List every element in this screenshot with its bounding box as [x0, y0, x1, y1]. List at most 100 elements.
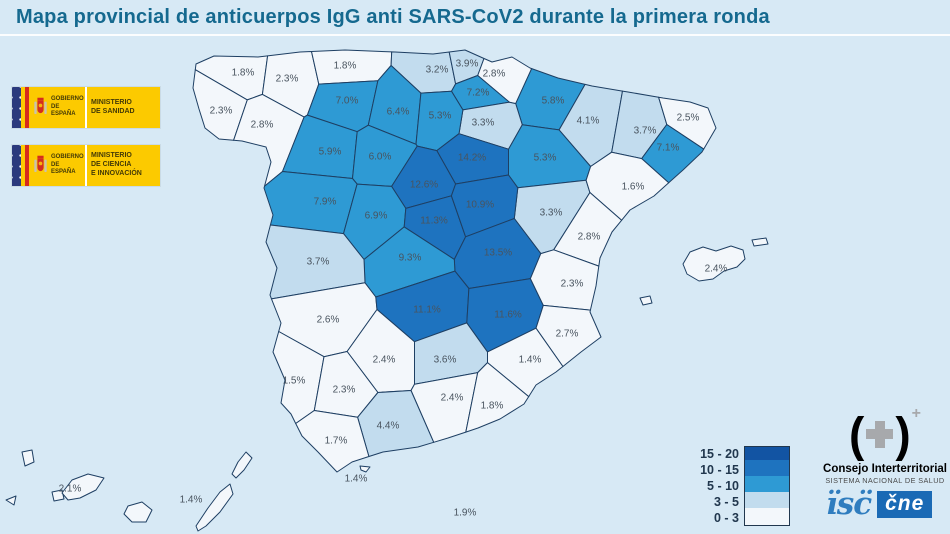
council-subtitle-label: SISTEMA NACIONAL DE SALUD: [825, 476, 945, 485]
province-value-label: 2.3%: [561, 279, 584, 290]
province-value-label: 2.8%: [483, 69, 506, 80]
province-value-label: 3.3%: [472, 118, 495, 129]
government-logos: GOBIERNO DE ESPAÑA MINISTERIO DE SANIDAD…: [12, 87, 160, 186]
province-value-label: 7.1%: [657, 143, 680, 154]
province-value-label: 6.4%: [387, 107, 410, 118]
legend-range-label: 5 - 10: [707, 479, 739, 493]
island-ibiza: [639, 295, 653, 306]
legend-color-swatch: [744, 460, 790, 478]
legend-row: 10 - 15: [677, 460, 790, 478]
province-value-label: 7.9%: [314, 197, 337, 208]
province-Almería: [465, 362, 530, 433]
province-Valencia: [529, 249, 600, 311]
province-value-label: 9.3%: [399, 253, 422, 264]
province-value-label: 1.4%: [519, 355, 542, 366]
flag-stripe-icon: [12, 145, 21, 186]
province-value-label: 1.8%: [232, 68, 255, 79]
logo-ministerio-ciencia: GOBIERNO DE ESPAÑA MINISTERIO DE CIENCIA…: [12, 145, 160, 186]
consejo-interterritorial-logo: ( ) + Consejo Interterritorial SISTEMA N…: [820, 405, 950, 485]
flag-stripe-icon: [12, 87, 21, 128]
province-Tarragona: [585, 151, 670, 221]
province-value-label: 3.7%: [634, 126, 657, 137]
province-value-label: 2.3%: [333, 385, 356, 396]
province-value-label: 12.6%: [410, 180, 438, 191]
legend-range-label: 10 - 15: [700, 463, 739, 477]
province-value-label: 4.1%: [577, 116, 600, 127]
island-lanzarote: [231, 451, 253, 479]
spain-coat-of-arms-icon: [34, 97, 47, 114]
gray-cross-icon: [866, 420, 894, 448]
legend-range-label: 3 - 5: [713, 495, 739, 509]
province-value-label: 1.4%: [180, 495, 203, 506]
province-value-label: 3.6%: [434, 355, 457, 366]
province-value-label: 13.5%: [484, 248, 512, 259]
isciii-logo: ïsc̈: [826, 486, 872, 523]
province-Pontevedra: [192, 69, 248, 141]
province-value-label: 14.2%: [458, 153, 486, 164]
map-legend: 15 - 20 10 - 15 5 - 10 3 - 5 0 - 3: [677, 446, 790, 526]
province-value-label: 3.9%: [456, 59, 479, 70]
province-value-label: 1.5%: [283, 376, 306, 387]
legend-row: 15 - 20: [677, 446, 790, 462]
province-value-label: 6.0%: [369, 152, 392, 163]
province-value-label: 5.3%: [534, 153, 557, 164]
gobierno-espana-label: GOBIERNO DE ESPAÑA: [51, 154, 84, 176]
province-value-label: 11.6%: [494, 310, 522, 321]
province-value-label: 2.3%: [210, 106, 233, 117]
province-value-label: 2.6%: [317, 315, 340, 326]
province-Ourense: [233, 93, 305, 187]
province-value-label: 2.1%: [59, 484, 82, 495]
island-el-hierro: [5, 495, 17, 506]
province-value-label: 7.0%: [336, 96, 359, 107]
island-la-palma: [21, 449, 35, 467]
province-value-label: 2.8%: [578, 232, 601, 243]
province-value-label: 11.1%: [413, 305, 441, 316]
legend-row: 0 - 3: [677, 508, 790, 526]
province-value-label: 3.2%: [426, 65, 449, 76]
province-value-label: 2.8%: [251, 120, 274, 131]
plus-icon: +: [911, 405, 921, 422]
island-mallorca: [682, 245, 746, 282]
logo-ministerio-sanidad: GOBIERNO DE ESPAÑA MINISTERIO DE SANIDAD: [12, 87, 160, 128]
province-value-label: 2.5%: [677, 113, 700, 124]
institution-logos: ïsc̈ čne: [826, 486, 933, 523]
legend-range-label: 15 - 20: [700, 447, 739, 461]
province-value-label: 5.3%: [429, 111, 452, 122]
province-value-label: 3.3%: [540, 208, 563, 219]
spain-coat-of-arms-icon: [34, 155, 47, 172]
province-value-label: 1.4%: [345, 474, 368, 485]
province-Cáceres: [265, 224, 366, 300]
island-fuerteventura: [195, 483, 234, 532]
province-value-label: 1.7%: [325, 436, 348, 447]
province-value-label: 1.8%: [334, 61, 357, 72]
gobierno-espana-label: GOBIERNO DE ESPAÑA: [51, 96, 84, 118]
province-value-label: 5.9%: [319, 147, 342, 158]
province-value-label: 11.3%: [420, 216, 448, 227]
legend-range-label: 0 - 3: [713, 511, 739, 525]
island-menorca: [751, 237, 769, 247]
legend-color-swatch: [744, 492, 790, 510]
province-value-label: 10.9%: [466, 200, 494, 211]
province-value-label: 2.4%: [373, 355, 396, 366]
province-Cádiz: [295, 410, 370, 473]
province-value-label: 2.4%: [705, 264, 728, 275]
province-value-label: 2.7%: [556, 329, 579, 340]
province-value-label: 2.3%: [276, 74, 299, 85]
island-ceuta: [359, 465, 371, 473]
province-value-label: 1.6%: [622, 182, 645, 193]
ministry-name-label: MINISTERIO DE SANIDAD: [91, 98, 135, 115]
province-Murcia: [487, 327, 564, 398]
legend-color-swatch: [744, 508, 790, 526]
province-Málaga: [357, 390, 435, 457]
province-value-label: 7.2%: [467, 88, 490, 99]
ministry-name-label: MINISTERIO DE CIENCIA E INNOVACIÓN: [91, 152, 142, 177]
island-tenerife: [61, 473, 105, 501]
council-name-label: Consejo Interterritorial: [823, 463, 947, 475]
province-Girona: [658, 96, 717, 150]
province-value-label: 3.7%: [307, 257, 330, 268]
cne-logo: čne: [877, 491, 933, 518]
province-Salamanca: [263, 171, 358, 235]
province-value-label: 6.9%: [365, 211, 388, 222]
